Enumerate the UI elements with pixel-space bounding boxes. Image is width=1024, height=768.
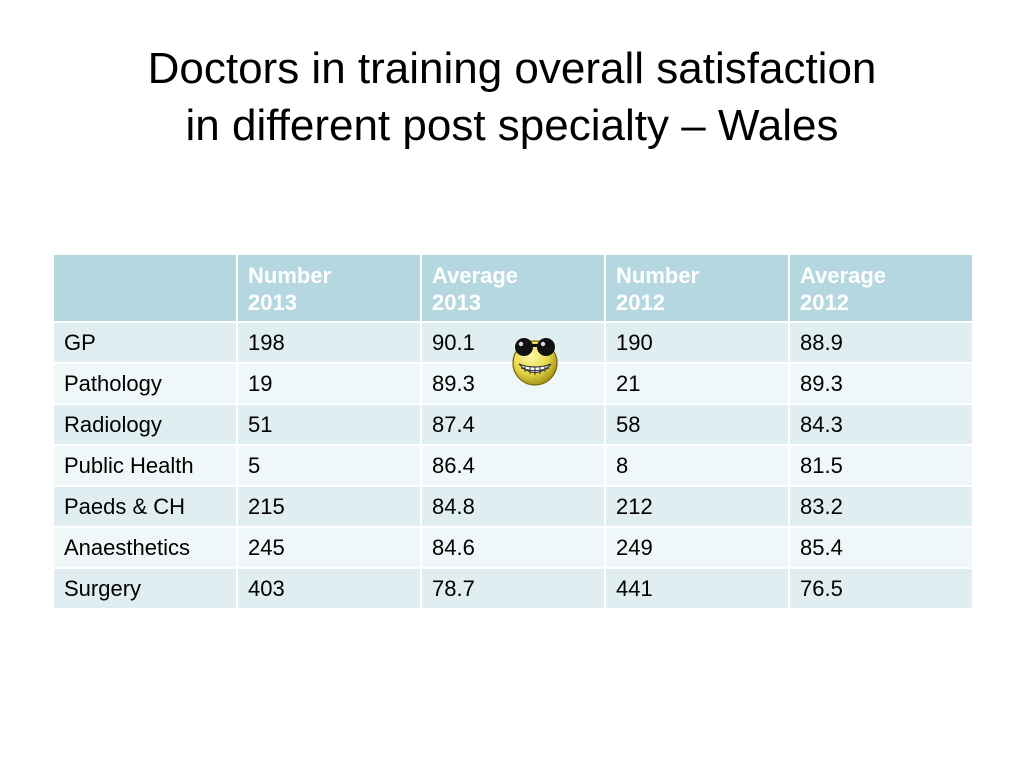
cell-average-2013: 84.8 <box>420 485 606 528</box>
cell-number-2013: 198 <box>236 321 422 364</box>
grinning-sunglasses-smiley-icon <box>512 338 558 386</box>
cell-number-2012: 212 <box>604 485 790 528</box>
header-label: Average <box>432 263 519 288</box>
slide-title-line-2: in different post specialty – Wales <box>185 101 839 150</box>
cell-specialty: Anaesthetics <box>52 526 238 569</box>
cell-number-2013: 245 <box>236 526 422 569</box>
cell-average-2012: 85.4 <box>788 526 974 569</box>
header-specialty <box>52 253 238 323</box>
table-row: Pathology 19 89.3 21 89.3 <box>52 362 974 405</box>
table-row: Radiology 51 87.4 58 84.3 <box>52 403 974 446</box>
cell-number-2012: 249 <box>604 526 790 569</box>
satisfaction-table: Number 2013 Average 2013 Number 2012 Ave… <box>52 253 974 610</box>
cell-number-2012: 8 <box>604 444 790 487</box>
header-label: Number <box>248 263 332 288</box>
header-year: 2012 <box>800 290 849 315</box>
cell-number-2012: 190 <box>604 321 790 364</box>
cell-average-2012: 76.5 <box>788 567 974 610</box>
cell-average-2013: 84.6 <box>420 526 606 569</box>
table-row: Anaesthetics 245 84.6 249 85.4 <box>52 526 974 569</box>
header-label: Number <box>616 263 700 288</box>
cell-specialty: Pathology <box>52 362 238 405</box>
header-label: Average <box>800 263 887 288</box>
table-row: Paeds & CH 215 84.8 212 83.2 <box>52 485 974 528</box>
cell-number-2013: 403 <box>236 567 422 610</box>
cell-number-2012: 21 <box>604 362 790 405</box>
slide-title: Doctors in training overall satisfaction… <box>0 40 1024 154</box>
cell-number-2013: 19 <box>236 362 422 405</box>
cell-specialty: Paeds & CH <box>52 485 238 528</box>
table-row: Public Health 5 86.4 8 81.5 <box>52 444 974 487</box>
cell-number-2012: 441 <box>604 567 790 610</box>
cell-average-2013: 86.4 <box>420 444 606 487</box>
cell-specialty: Surgery <box>52 567 238 610</box>
cell-number-2013: 51 <box>236 403 422 446</box>
cell-average-2013: 78.7 <box>420 567 606 610</box>
cell-average-2012: 84.3 <box>788 403 974 446</box>
cell-number-2012: 58 <box>604 403 790 446</box>
cell-number-2013: 5 <box>236 444 422 487</box>
cell-average-2013: 89.3 <box>420 362 606 405</box>
header-year: 2013 <box>248 290 297 315</box>
cell-average-2013: 87.4 <box>420 403 606 446</box>
header-average-2013: Average 2013 <box>420 253 606 323</box>
cell-average-2012: 89.3 <box>788 362 974 405</box>
cell-average-2012: 83.2 <box>788 485 974 528</box>
cell-specialty: Public Health <box>52 444 238 487</box>
header-year: 2012 <box>616 290 665 315</box>
header-number-2013: Number 2013 <box>236 253 422 323</box>
header-average-2012: Average 2012 <box>788 253 974 323</box>
cell-average-2012: 81.5 <box>788 444 974 487</box>
table-row: Surgery 403 78.7 441 76.5 <box>52 567 974 610</box>
header-year: 2013 <box>432 290 481 315</box>
cell-number-2013: 215 <box>236 485 422 528</box>
cell-average-2012: 88.9 <box>788 321 974 364</box>
slide-title-line-1: Doctors in training overall satisfaction <box>147 44 877 93</box>
header-number-2012: Number 2012 <box>604 253 790 323</box>
cell-specialty: GP <box>52 321 238 364</box>
table-header-row: Number 2013 Average 2013 Number 2012 Ave… <box>52 253 974 323</box>
cell-specialty: Radiology <box>52 403 238 446</box>
